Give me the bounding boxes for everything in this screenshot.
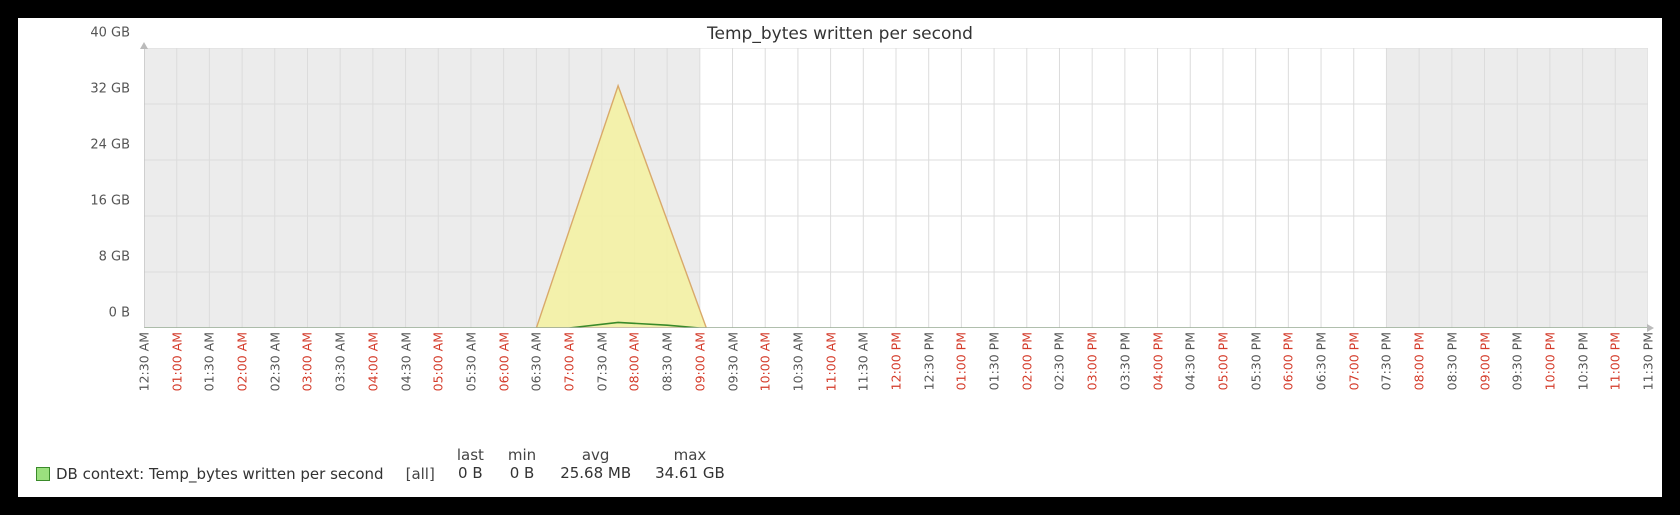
x-tick-label: 01:00 AM xyxy=(169,332,184,391)
x-tick-label: 01:00 PM xyxy=(954,332,969,390)
y-tick-label: 32 GB xyxy=(90,82,130,97)
x-tick-label: 07:00 PM xyxy=(1346,332,1361,390)
legend-stat-header: avg xyxy=(582,446,610,465)
y-tick-label: 40 GB xyxy=(90,26,130,41)
x-tick-label: 04:00 PM xyxy=(1150,332,1165,390)
x-tick-label: 10:00 AM xyxy=(758,332,773,391)
y-tick-label: 16 GB xyxy=(90,194,130,209)
x-tick-label: 07:00 AM xyxy=(562,332,577,391)
legend-series-label: DB context: Temp_bytes written per secon… xyxy=(56,465,384,483)
x-tick-label: 03:00 PM xyxy=(1085,332,1100,390)
legend-swatch-icon xyxy=(36,467,50,481)
x-tick-label: 01:30 AM xyxy=(202,332,217,391)
x-tick-label: 08:30 PM xyxy=(1444,332,1459,390)
legend-stat-value: 25.68 MB xyxy=(560,464,631,483)
y-tick-label: 8 GB xyxy=(99,250,130,265)
x-tick-label: 06:30 AM xyxy=(529,332,544,391)
x-tick-label: 04:30 PM xyxy=(1183,332,1198,390)
x-tick-label: 09:00 AM xyxy=(692,332,707,391)
y-tick-label: 24 GB xyxy=(90,138,130,153)
legend-stat: min0 B xyxy=(508,446,536,484)
x-tick-label: 05:30 AM xyxy=(463,332,478,391)
legend-stat-value: 0 B xyxy=(458,464,483,483)
x-tick-label: 12:30 PM xyxy=(921,332,936,390)
x-tick-label: 03:00 AM xyxy=(300,332,315,391)
chart-panel: Temp_bytes written per second 0 B 8 GB 16 … xyxy=(18,18,1662,497)
x-tick-label: 11:00 PM xyxy=(1608,332,1623,390)
legend-stat-header: last xyxy=(457,446,484,465)
x-tick-label: 11:00 AM xyxy=(823,332,838,391)
legend-stats: last0 Bmin0 Bavg25.68 MBmax34.61 GB xyxy=(457,446,725,484)
x-tick-label: 05:30 PM xyxy=(1248,332,1263,390)
x-tick-label: 05:00 AM xyxy=(431,332,446,391)
x-tick-label: 09:00 PM xyxy=(1477,332,1492,390)
x-tick-label: 02:00 AM xyxy=(235,332,250,391)
x-axis: 12:30 AM01:00 AM01:30 AM02:00 AM02:30 AM… xyxy=(144,332,1648,422)
legend-stat-value: 0 B xyxy=(510,464,535,483)
x-tick-label: 08:30 AM xyxy=(660,332,675,391)
y-axis: 0 B8 GB16 GB24 GB32 GB40 GB xyxy=(48,48,138,328)
x-tick-label: 09:30 AM xyxy=(725,332,740,391)
x-tick-label: 08:00 AM xyxy=(627,332,642,391)
legend: DB context: Temp_bytes written per secon… xyxy=(36,446,725,484)
x-tick-label: 08:00 PM xyxy=(1412,332,1427,390)
x-tick-label: 05:00 PM xyxy=(1215,332,1230,390)
legend-stat: last0 B xyxy=(457,446,484,484)
x-tick-label: 12:30 AM xyxy=(137,332,152,391)
legend-stat-value: 34.61 GB xyxy=(655,464,725,483)
legend-scope: [all] xyxy=(406,465,435,483)
x-tick-label: 03:30 AM xyxy=(333,332,348,391)
x-tick-label: 01:30 PM xyxy=(987,332,1002,390)
x-tick-label: 10:00 PM xyxy=(1542,332,1557,390)
chart-title: Temp_bytes written per second xyxy=(18,24,1662,44)
x-tick-label: 04:00 AM xyxy=(365,332,380,391)
x-tick-label: 02:30 PM xyxy=(1052,332,1067,390)
legend-stat-header: max xyxy=(674,446,707,465)
x-tick-label: 02:30 AM xyxy=(267,332,282,391)
x-tick-label: 03:30 PM xyxy=(1117,332,1132,390)
chart-area: 0 B8 GB16 GB24 GB32 GB40 GB xyxy=(48,48,1652,328)
x-tick-label: 02:00 PM xyxy=(1019,332,1034,390)
x-tick-label: 09:30 PM xyxy=(1510,332,1525,390)
x-tick-label: 12:00 PM xyxy=(889,332,904,390)
legend-stat: avg25.68 MB xyxy=(560,446,631,484)
legend-stat: max34.61 GB xyxy=(655,446,725,484)
x-tick-label: 04:30 AM xyxy=(398,332,413,391)
legend-series: DB context: Temp_bytes written per secon… xyxy=(36,465,384,483)
x-tick-label: 06:00 PM xyxy=(1281,332,1296,390)
x-tick-label: 10:30 PM xyxy=(1575,332,1590,390)
x-tick-label: 06:00 AM xyxy=(496,332,511,391)
x-axis-arrow-icon xyxy=(1647,324,1654,332)
x-tick-label: 06:30 PM xyxy=(1314,332,1329,390)
x-tick-label: 07:30 PM xyxy=(1379,332,1394,390)
legend-stat-header: min xyxy=(508,446,536,465)
plot-area xyxy=(144,48,1648,328)
x-tick-label: 11:30 AM xyxy=(856,332,871,391)
y-tick-label: 0 B xyxy=(109,306,130,321)
x-tick-label: 10:30 AM xyxy=(790,332,805,391)
x-tick-label: 07:30 AM xyxy=(594,332,609,391)
x-tick-label: 11:30 PM xyxy=(1641,332,1656,390)
y-axis-arrow-icon xyxy=(140,42,148,49)
